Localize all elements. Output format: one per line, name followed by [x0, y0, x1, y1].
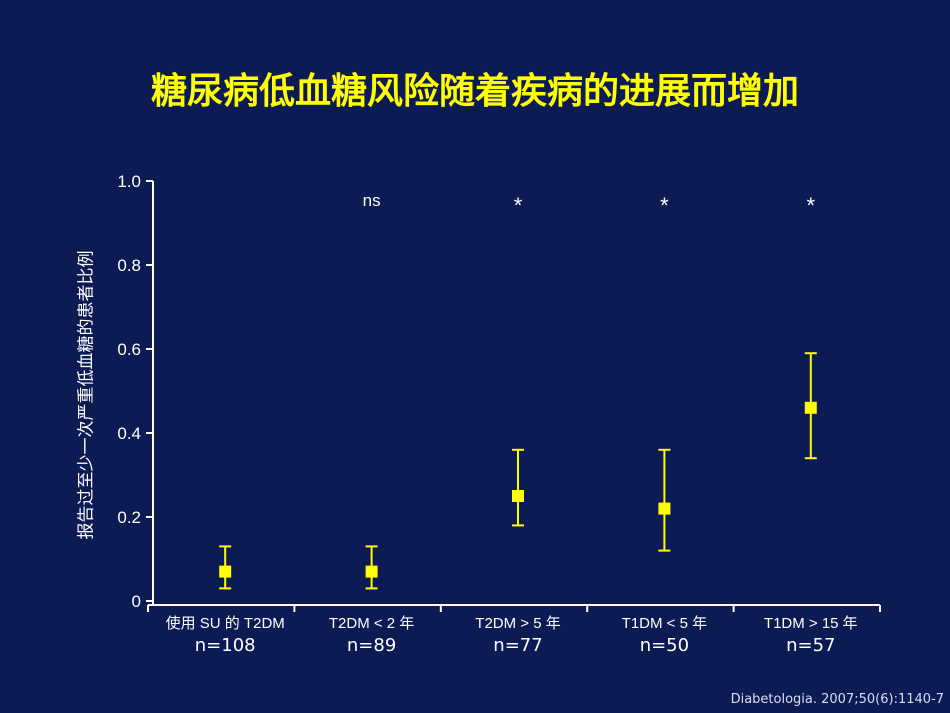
y-tick-label: 0.8 — [117, 256, 141, 275]
n-label: n=50 — [640, 635, 689, 656]
n-label: n=89 — [347, 635, 396, 656]
x-tick-label: T1DM > 15 年 — [764, 615, 858, 632]
x-tick-label: T2DM < 2 年 — [329, 615, 414, 632]
significance-label: * — [514, 193, 523, 218]
chart-title: 糖尿病低血糖风险随着疾病的进展而增加 — [150, 71, 799, 112]
y-tick-label: 0.2 — [117, 508, 141, 527]
data-point — [804, 401, 817, 414]
n-label: n=57 — [786, 635, 835, 656]
y-tick-label: 0.6 — [117, 340, 141, 359]
x-tick-label: T1DM < 5 年 — [622, 615, 707, 632]
citation: Diabetologia. 2007;50(6):1140-7 — [730, 692, 944, 707]
y-tick-label: 0 — [132, 592, 141, 611]
data-point — [658, 502, 671, 515]
significance-label: * — [660, 193, 669, 218]
data-point — [219, 565, 232, 578]
significance-label: * — [807, 193, 816, 218]
n-label: n=77 — [493, 635, 542, 656]
significance-label: ns — [363, 191, 381, 210]
x-tick-label: T2DM > 5 年 — [475, 615, 560, 632]
y-tick-label: 1.0 — [117, 172, 141, 191]
n-label: n=108 — [195, 635, 256, 656]
data-point — [512, 490, 524, 502]
y-tick-label: 0.4 — [117, 424, 141, 443]
x-tick-label: 使用 SU 的 T2DM — [166, 615, 285, 632]
data-point — [365, 565, 378, 578]
